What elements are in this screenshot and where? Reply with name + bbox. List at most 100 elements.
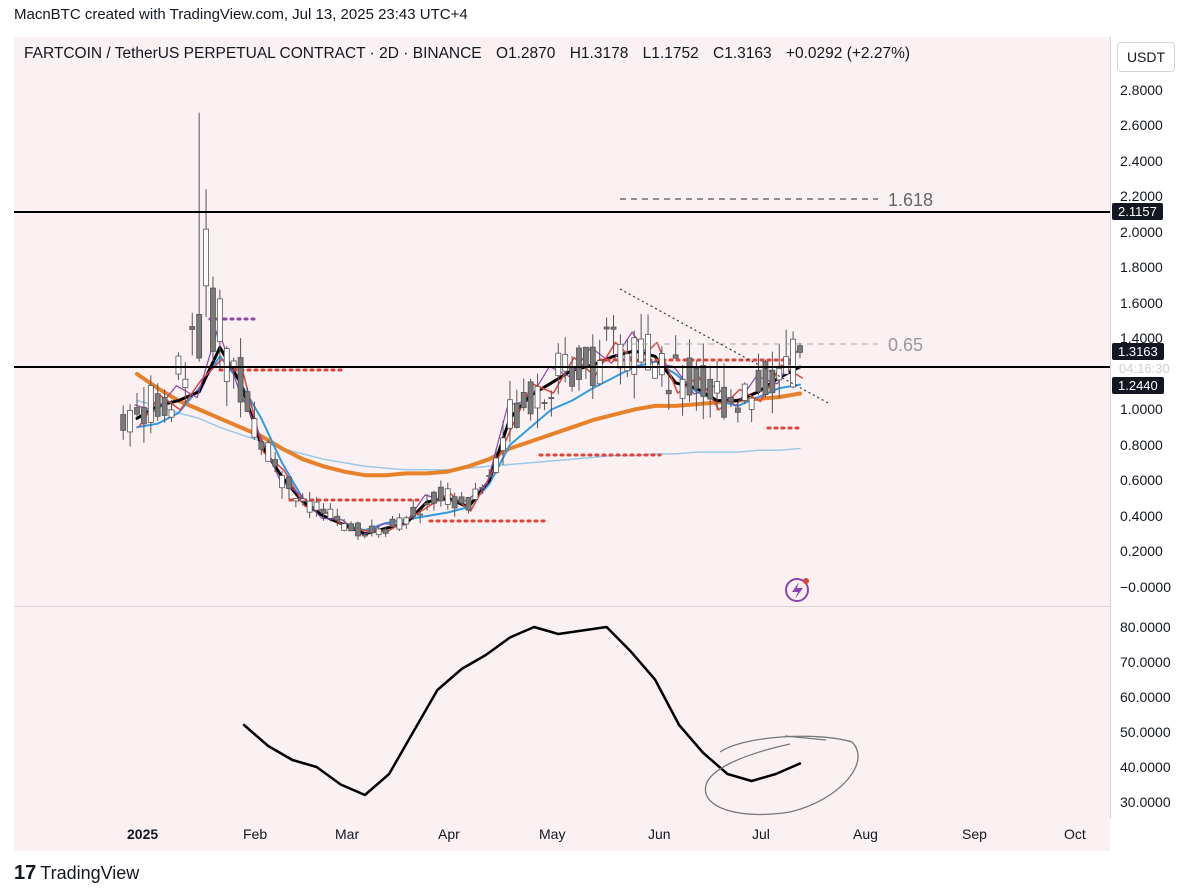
price-axis-divider (1110, 37, 1111, 819)
candle-body (500, 437, 506, 452)
candle-body (251, 418, 258, 438)
candle-body (410, 506, 417, 517)
oscillator-pane[interactable] (14, 607, 1110, 819)
price-tick-label: 0.2000 (1120, 543, 1163, 559)
candle-body (721, 386, 727, 418)
candle-body (265, 442, 272, 462)
candle-body (638, 338, 645, 363)
candle-body (562, 353, 569, 372)
ema-light-blue-line (136, 399, 801, 471)
time-axis[interactable] (14, 819, 1110, 851)
candle-body (334, 515, 341, 521)
tradingview-logo[interactable]: 17 TradingView (14, 862, 139, 885)
price-tick-label: 2.6000 (1120, 117, 1163, 133)
price-tick-label: 0.6000 (1120, 472, 1163, 488)
candle-body (693, 368, 700, 390)
candle-body (582, 346, 589, 368)
candle-body (127, 409, 133, 433)
candle-body (513, 402, 520, 428)
candle-body (362, 534, 368, 537)
candles-layer (120, 112, 803, 540)
candle-body (465, 496, 472, 511)
currency-button[interactable]: USDT (1117, 42, 1175, 72)
candle-body (382, 529, 389, 534)
time-tick-label: Apr (438, 826, 460, 842)
candle-body (631, 337, 638, 375)
tradingview-brand: TradingView (40, 863, 140, 883)
ohlc-close: C1.3163 (713, 45, 772, 62)
price-tick-label: 2.2000 (1120, 188, 1163, 204)
alert-icon (785, 578, 809, 602)
price-tick-label: 1.6000 (1120, 295, 1163, 311)
candle-body (341, 523, 348, 531)
drawings-layer (14, 198, 1110, 816)
candle-body (534, 386, 541, 409)
candle-body (479, 486, 486, 489)
time-tick-label: Feb (243, 826, 268, 842)
candle-body (783, 356, 790, 375)
candle-body (486, 475, 493, 477)
candle-body (299, 498, 306, 502)
candle-body (507, 399, 513, 429)
candle-body (279, 475, 285, 489)
candle-body (258, 441, 265, 450)
oscillator-circle-annotation (704, 735, 859, 816)
candle-body (555, 352, 562, 377)
candle-body (417, 513, 424, 516)
candle-body (652, 361, 658, 379)
candle-body (368, 525, 375, 534)
oscillator-line (242, 625, 802, 797)
candle-body (203, 228, 209, 287)
candle-body (472, 488, 479, 500)
price-tick-label: −0.0000 (1120, 579, 1171, 595)
candle-body (230, 360, 237, 369)
price-tick-label: 1.4000 (1120, 330, 1163, 346)
candle-body (520, 391, 527, 409)
candle-body (154, 393, 161, 417)
ohlc-change: +0.0292 (+2.27%) (785, 45, 911, 62)
osc-tick-label: 50.0000 (1120, 724, 1171, 740)
candle-body (272, 459, 279, 467)
time-tick-label: Mar (335, 826, 360, 842)
symbol-title[interactable]: FARTCOIN / TetherUS PERPETUAL CONTRACT ·… (24, 45, 482, 62)
candle-body (161, 397, 168, 416)
candle-body (776, 367, 783, 381)
time-tick-label: May (539, 826, 566, 842)
candle-body (707, 378, 714, 400)
resistance-price-tag: 2.1157 (1112, 203, 1163, 220)
candle-body (375, 528, 382, 536)
candle-body (714, 381, 721, 394)
oscillator-circle-tail (784, 735, 827, 741)
candle-body (120, 414, 127, 431)
candle-body (665, 389, 672, 395)
candle-body (216, 298, 223, 343)
osc-tick-label: 70.0000 (1120, 654, 1171, 670)
candle-body (437, 486, 444, 502)
candle-body (548, 397, 555, 399)
candle-body (624, 353, 631, 372)
pane-divider[interactable] (14, 606, 1110, 607)
candle-body (292, 498, 299, 502)
candle-body (458, 496, 465, 504)
candle-body (728, 396, 734, 403)
candle-body (403, 517, 410, 525)
candle-body (790, 338, 796, 388)
candle-body (327, 508, 334, 519)
time-tick-label: 2025 (127, 826, 159, 842)
candle-body (424, 503, 430, 505)
bar-countdown: 04:16:30 (1119, 361, 1170, 376)
candle-body (451, 496, 458, 509)
candle-body (603, 326, 610, 330)
candle-body (223, 348, 230, 382)
candle-body (576, 347, 582, 380)
candle-body (244, 391, 251, 412)
candle-body (355, 522, 361, 537)
candle-body (797, 345, 803, 353)
ohlc-low: L1.1752 (642, 45, 699, 62)
candle-body (444, 488, 451, 505)
candle-body (769, 369, 776, 394)
price-tick-label: 2.0000 (1120, 224, 1163, 240)
candle-body (431, 491, 437, 504)
candle-body (755, 369, 762, 392)
